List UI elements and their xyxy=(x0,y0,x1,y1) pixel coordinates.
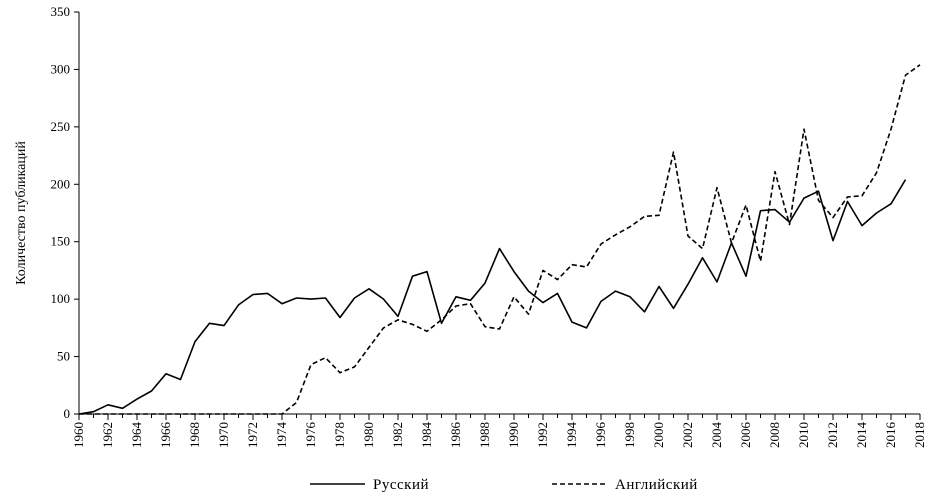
y-tick-label: 50 xyxy=(57,349,70,364)
x-tick-label: 1996 xyxy=(593,422,608,449)
x-tick-label: 2012 xyxy=(825,422,840,448)
chart-axes: 0 50 100 150 200 250 300 350 1960 1962 1964 1966 196… xyxy=(51,4,928,448)
x-tick-label: 1966 xyxy=(158,422,173,449)
series-line-russian xyxy=(78,179,907,415)
x-tick-label: 2002 xyxy=(680,422,695,448)
x-tick-label: 2004 xyxy=(709,422,724,449)
x-tick-label: 1986 xyxy=(448,422,463,449)
x-tick-label: 1988 xyxy=(477,422,492,448)
y-tick-label: 0 xyxy=(64,406,71,421)
y-tick-label: 200 xyxy=(51,176,71,191)
x-tick-label: 1984 xyxy=(419,422,434,449)
x-tick-label: 1962 xyxy=(100,422,115,448)
x-tick-label: 1982 xyxy=(390,422,405,448)
y-tick-label: 250 xyxy=(51,119,71,134)
x-tick-label: 1964 xyxy=(129,422,144,449)
x-tick-label: 2000 xyxy=(651,422,666,448)
legend-label-russian: Русский xyxy=(373,477,429,493)
x-tick-label: 2018 xyxy=(912,422,927,448)
y-tick-label: 100 xyxy=(51,291,71,306)
y-tick-label: 300 xyxy=(51,61,71,76)
x-tick-label: 1980 xyxy=(361,422,376,448)
x-tick-label: 1972 xyxy=(245,422,260,448)
y-axis-title: Количество публикаций xyxy=(14,141,29,285)
y-tick-label: 150 xyxy=(51,234,71,249)
x-tick-label: 1974 xyxy=(274,422,289,449)
legend-label-english: Английский xyxy=(615,477,698,493)
x-tick-label: 1994 xyxy=(564,422,579,449)
y-tick-label: 350 xyxy=(51,4,71,19)
x-tick-label: 2016 xyxy=(883,422,898,449)
x-tick-label: 1976 xyxy=(303,422,318,449)
x-tick-label: 2008 xyxy=(767,422,782,448)
series-layer xyxy=(78,64,921,415)
x-tick-label: 1978 xyxy=(332,422,347,448)
x-tick-label: 2010 xyxy=(796,422,811,448)
x-tick-label: 1970 xyxy=(216,422,231,448)
x-tick-label: 1968 xyxy=(187,422,202,448)
x-tick-label: 1992 xyxy=(535,422,550,448)
x-tick-label: 1990 xyxy=(506,422,521,448)
chart-legend: Русский Английский xyxy=(310,477,698,493)
x-tick-label: 1998 xyxy=(622,422,637,448)
series-line-english xyxy=(79,64,921,415)
x-tick-label: 2006 xyxy=(738,422,753,449)
x-tick-label: 1960 xyxy=(71,422,86,448)
x-tick-label: 2014 xyxy=(854,422,869,449)
